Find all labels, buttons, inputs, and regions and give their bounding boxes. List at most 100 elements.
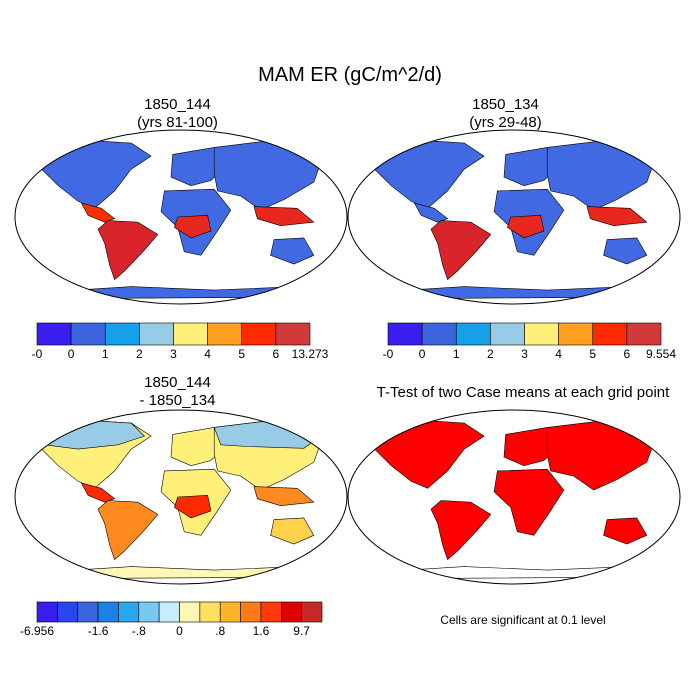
region-australia [270, 517, 315, 545]
map-panel-2 [347, 129, 681, 305]
colorbar-tick-label: -0 [32, 347, 43, 361]
region-south-america [430, 220, 492, 281]
colorbar-tick-label: 2 [136, 347, 143, 361]
region-central-africa [174, 494, 212, 519]
colorbar-swatch [173, 322, 208, 346]
panel-2-title-line1: 1850_134 [472, 96, 539, 113]
colorbar-tick-label: 4 [204, 347, 211, 361]
colorbar-swatch [138, 601, 160, 623]
colorbar-tick-label: 1 [453, 347, 460, 361]
colorbar-swatch [558, 322, 594, 346]
colorbar-swatch [280, 601, 302, 623]
colorbar-tick-label: -6.956 [20, 624, 54, 638]
colorbar-tick-label: 5 [238, 347, 245, 361]
region-southeast-asia [253, 486, 315, 507]
region-central-africa [507, 214, 545, 239]
colorbar-swatch [179, 601, 201, 623]
colorbar-swatch [240, 601, 262, 623]
colorbar-tick-label: 0 [419, 347, 426, 361]
region-north-america [370, 140, 485, 209]
colorbar-swatch [77, 601, 99, 623]
region-australia [603, 517, 648, 545]
region-north-america [370, 420, 485, 489]
map-panel-1 [14, 129, 348, 305]
colorbar-swatch [241, 322, 277, 346]
colorbar-swatch [199, 601, 221, 623]
colorbar-2: -0 0 1 2 3 4 5 6 9.554 [383, 322, 676, 361]
region-north-america [37, 140, 152, 209]
region-australia [603, 237, 648, 265]
panel-1-title-line1: 1850_144 [144, 96, 211, 113]
region-central-africa [174, 214, 212, 239]
region-antarctica [367, 566, 661, 580]
colorbar-swatch [524, 322, 559, 346]
map-panel-3 [14, 409, 348, 585]
colorbar-swatch [260, 601, 282, 623]
map-border [14, 409, 348, 585]
colorbar-swatch [421, 322, 457, 346]
colorbar-swatch [387, 322, 423, 346]
panel-1-title-line2: (yrs 81-100) [137, 114, 218, 131]
land-layer [34, 420, 328, 580]
colorbar-tick-label: 9.554 [646, 347, 676, 361]
panel-1-title: 1850_144 (yrs 81-100) [40, 96, 315, 132]
map-panel-4 [347, 409, 681, 585]
map-border [347, 129, 681, 305]
colorbar-tick-label: 0 [68, 347, 75, 361]
colorbar-tick-label: 3 [170, 347, 177, 361]
colorbar-tick-label: -0 [383, 347, 394, 361]
colorbar-tick-label: 6 [273, 347, 280, 361]
colorbar-tick-label: .8 [215, 624, 225, 638]
colorbar-swatch [158, 601, 180, 623]
colorbar-swatch [207, 322, 243, 346]
colorbar-swatch [118, 601, 140, 623]
significance-note: Cells are significant at 0.1 level [440, 613, 606, 627]
region-antarctica [34, 566, 328, 580]
colorbar-tick-label: 4 [555, 347, 562, 361]
colorbar-swatch [57, 601, 79, 623]
colorbar-swatch [104, 322, 140, 346]
colorbar-swatch [97, 601, 119, 623]
colorbar-swatch [70, 322, 106, 346]
region-south-america [97, 220, 159, 281]
figure-title: MAM ER (gC/m^2/d) [258, 64, 442, 86]
region-africa [493, 468, 565, 536]
region-antarctica [367, 286, 661, 300]
colorbar-tick-label: 2 [487, 347, 494, 361]
colorbar-tick-label: -.8 [132, 624, 146, 638]
colorbar-swatch [592, 322, 628, 346]
colorbar-tick-label: 13.273 [292, 347, 329, 361]
panel-3-title-line1: 1850_144 [144, 374, 211, 391]
land-layer [34, 140, 328, 300]
colorbar-swatch [626, 322, 662, 346]
panel-3-title-line2: - 1850_134 [139, 392, 216, 409]
panel-4-title: T-Test of two Case means at each grid po… [376, 384, 670, 401]
colorbar-tick-label: -1.6 [88, 624, 109, 638]
colorbar-tick-label: 0 [176, 624, 183, 638]
colorbar-swatch [36, 601, 58, 623]
region-antarctica [34, 286, 328, 300]
region-southeast-asia [586, 206, 648, 227]
colorbar-swatch [219, 601, 241, 623]
region-south-america [430, 500, 492, 561]
panel-2-title-line2: (yrs 29-48) [469, 114, 542, 131]
colorbar-swatch [275, 322, 311, 346]
colorbar-tick-label: 6 [624, 347, 631, 361]
colorbar-tick-label: 5 [589, 347, 596, 361]
map-border [347, 409, 681, 585]
colorbar-tick-label: 9.7 [293, 624, 310, 638]
colorbar-swatch [139, 322, 174, 346]
colorbar-tick-label: 1 [102, 347, 109, 361]
colorbar-tick-label: 3 [521, 347, 528, 361]
colorbar-tick-label: 1.6 [253, 624, 270, 638]
colorbar-3: -6.956 -1.6 -.8 0 .8 1.6 9.7 [20, 601, 323, 638]
region-australia [270, 237, 315, 265]
panel-3-title: 1850_144 - 1850_134 [40, 374, 315, 410]
colorbar-swatch [490, 322, 525, 346]
panel-2-title: 1850_134 (yrs 29-48) [368, 96, 643, 132]
region-southeast-asia [253, 206, 315, 227]
map-border [14, 129, 348, 305]
region-south-america [97, 500, 159, 561]
land-layer [367, 140, 661, 300]
